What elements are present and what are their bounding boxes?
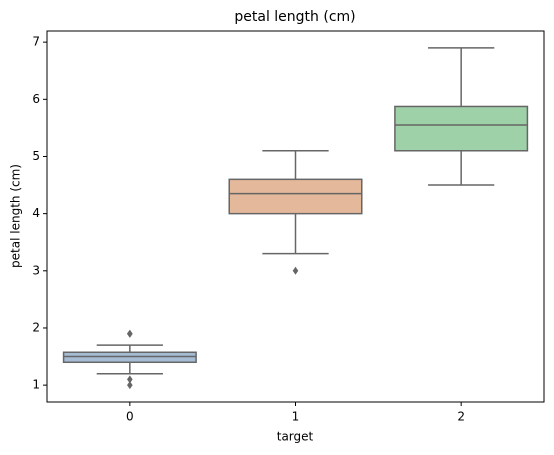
y-tick-label: 7	[32, 35, 40, 49]
y-tick-label: 4	[32, 206, 40, 220]
x-tick-label: 1	[292, 410, 300, 424]
x-tick-label: 2	[457, 410, 465, 424]
outlier	[292, 266, 299, 275]
y-tick-label: 3	[32, 263, 40, 277]
y-tick-label: 6	[32, 92, 40, 106]
outlier	[127, 329, 133, 338]
outlier	[127, 375, 133, 384]
y-tick-label: 1	[32, 378, 40, 392]
x-axis-label: target	[277, 430, 314, 444]
y-tick-label: 2	[32, 320, 40, 334]
x-tick-label: 0	[126, 410, 134, 424]
y-tick-label: 5	[32, 149, 40, 163]
box	[228, 178, 363, 215]
chart-title: petal length (cm)	[234, 9, 355, 25]
outlier	[127, 381, 133, 390]
box	[394, 105, 529, 152]
y-axis-label: petal length (cm)	[9, 164, 23, 268]
